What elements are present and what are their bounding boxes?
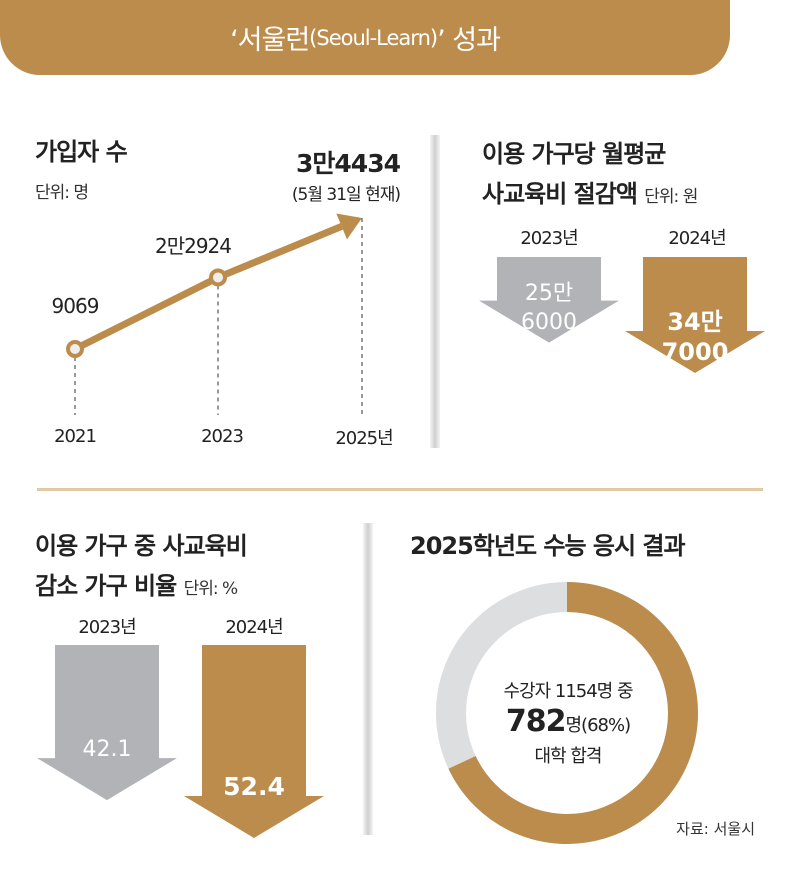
exam-title: 2025학년도 수능 응시 결과 [410, 532, 686, 560]
savings-year-2023: 2023년 [520, 228, 578, 249]
savings-arrow-2023 [479, 257, 619, 343]
ratio-label-2023: 42.1 [82, 737, 132, 762]
data-point [66, 340, 84, 358]
savings-label-2024-l1: 34만 [667, 308, 723, 336]
ratio-year-2024: 2024년 [225, 617, 283, 638]
ratio-year-2023: 2023년 [78, 617, 136, 638]
ratio-title-line2: 감소 가구 비율 단위: % [35, 566, 239, 601]
ratio-arrow-2023 [37, 645, 177, 801]
signup-title: 가입자 수 [35, 138, 128, 166]
ratio-label-2024: 52.4 [223, 772, 285, 801]
savings-title-line2: 사교육비 절감액 단위: 원 [482, 174, 698, 209]
vertical-divider [430, 135, 440, 448]
donut-line2: 782명(68%) [505, 704, 632, 739]
savings-label-2023-l1: 25만 [524, 281, 574, 306]
title-suffix: ’ 성과 [437, 25, 501, 56]
savings-unit: 단위: 원 [644, 187, 698, 207]
title-text: ‘서울런 [230, 25, 310, 56]
arrow-head [336, 213, 362, 240]
horizontal-divider [37, 488, 763, 491]
title-english: (Seoul-Learn) [309, 25, 438, 50]
data-label-2021: 9069 [51, 294, 100, 318]
savings-label-2024-l2: 7000 [661, 338, 729, 366]
ratio-title-line1: 이용 가구 중 사교육비 [35, 532, 248, 560]
data-label-2023: 2만2924 [154, 234, 232, 258]
savings-label-2023-l2: 6000 [521, 310, 577, 335]
data-point [209, 268, 227, 287]
vertical-divider-2 [363, 523, 373, 835]
x-tick-2021: 2021 [54, 426, 97, 447]
signup-unit: 단위: 명 [35, 183, 89, 203]
ratio-arrow-2024 [184, 645, 324, 838]
donut-passed-unit: 명(68%) [565, 715, 632, 736]
donut-line3: 대학 합격 [534, 746, 603, 767]
savings-title-line1: 이용 가구당 월평균 [482, 140, 666, 168]
savings-year-2024: 2024년 [668, 228, 726, 249]
title-banner: ‘서울런 (Seoul-Learn)’ 성과 [0, 0, 730, 75]
source-note: 자료: 서울시 [676, 820, 755, 838]
x-tick-2025: 2025년 [335, 428, 393, 449]
savings-arrow-2024 [625, 257, 765, 373]
savings-title-text: 사교육비 절감액 [482, 180, 638, 208]
donut-passed-count: 782 [505, 704, 567, 739]
ratio-title-text: 감소 가구 비율 [35, 572, 177, 600]
savings-label-2023: 25만 6000 [521, 279, 577, 337]
donut-passed-slice [448, 582, 698, 844]
savings-label-2024: 34만 7000 [662, 307, 729, 367]
data-label-2025: 3만4434 [296, 149, 401, 178]
ratio-unit: 단위: % [183, 579, 239, 599]
donut-line1: 수강자 1154명 중 [503, 681, 633, 702]
x-tick-2023: 2023 [201, 426, 244, 447]
as-of-note: (5월 31일 현재) [291, 185, 401, 205]
